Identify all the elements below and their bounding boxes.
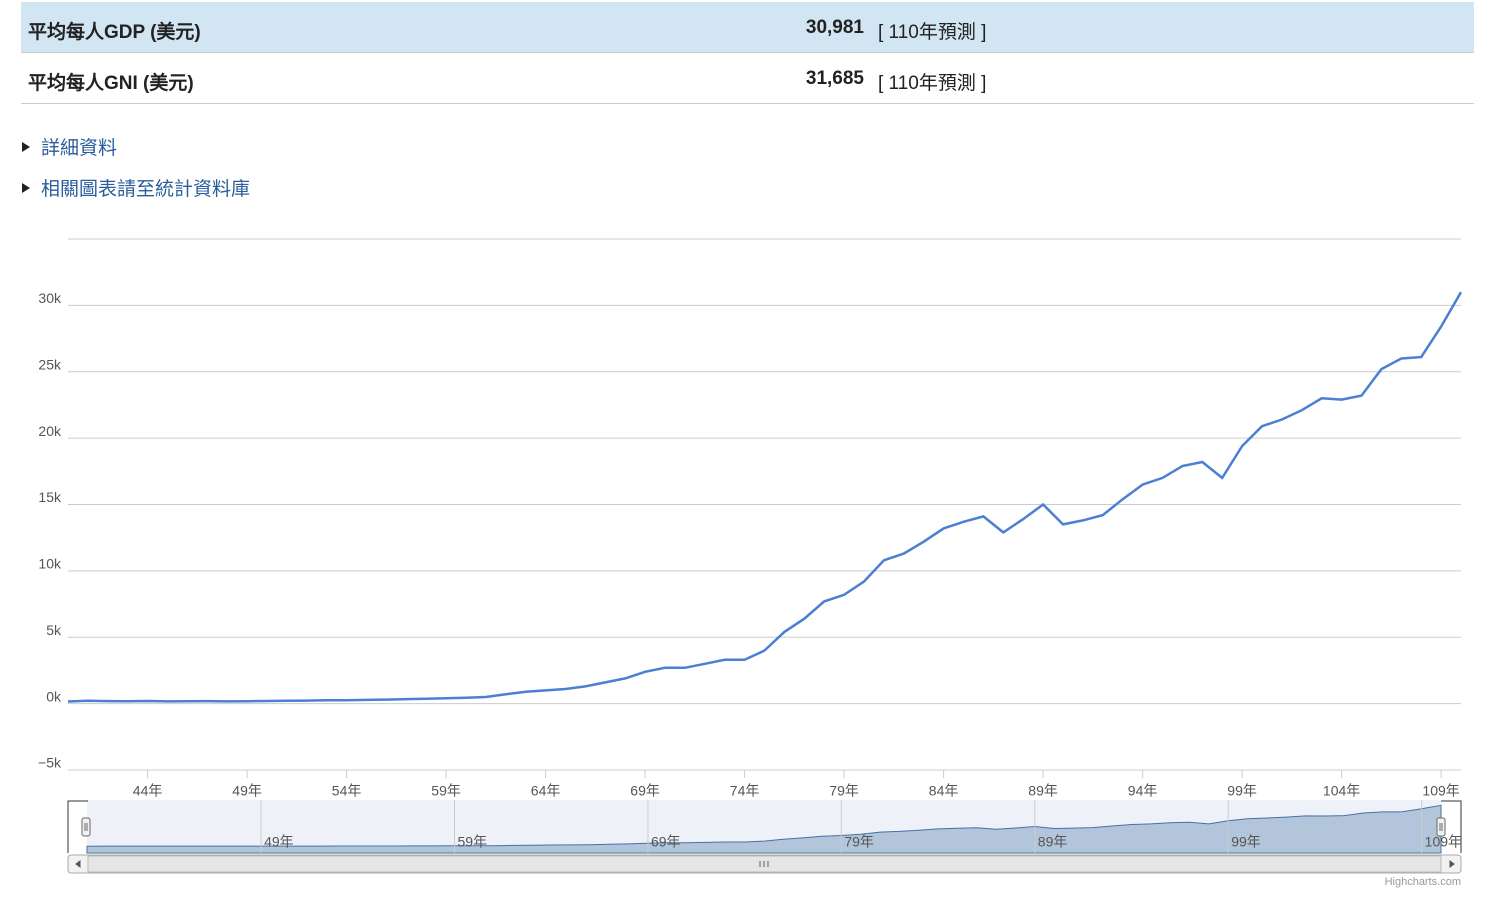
navigator-tick-label: 99年 — [1231, 834, 1261, 850]
x-tick-label: 89年 — [1028, 783, 1058, 799]
y-tick-label: 5k — [46, 622, 62, 638]
x-tick-label: 109年 — [1422, 783, 1459, 799]
x-tick-label: 54年 — [332, 783, 362, 799]
x-tick-label: 49年 — [232, 783, 262, 799]
x-tick-label: 84年 — [929, 783, 959, 799]
navigator-tick-label: 79年 — [844, 834, 874, 850]
x-tick-label: 44年 — [133, 783, 163, 799]
table-row: 平均每人GNI (美元) 31,685 [ 110年預測 ] — [21, 53, 1474, 104]
navigator-tick-label: 69年 — [651, 834, 681, 850]
handle-grip — [1439, 823, 1443, 831]
x-tick-label: 59年 — [431, 783, 461, 799]
row-label: 平均每人GDP (美元) — [28, 22, 201, 43]
navigator-tick-label: 59年 — [458, 834, 488, 850]
y-tick-label: 30k — [38, 290, 62, 306]
x-tick-label: 104年 — [1323, 783, 1360, 799]
table-row: 平均每人GDP (美元) 30,981 [ 110年預測 ] — [21, 2, 1474, 53]
y-tick-label: −5k — [38, 755, 62, 771]
row-value: 31,685 — [805, 68, 864, 89]
link[interactable]: 詳細資料 — [22, 133, 117, 160]
x-tick-label: 69年 — [630, 783, 660, 799]
x-tick-label: 94年 — [1128, 783, 1158, 799]
row-value: 30,981 — [805, 17, 864, 38]
row-label: 平均每人GNI (美元) — [28, 73, 194, 94]
x-tick-label: 64年 — [531, 783, 561, 799]
credits: Highcharts.com — [1385, 876, 1461, 888]
navigator-tick-label: 49年 — [264, 834, 294, 850]
scrollbar-grip — [75, 860, 1455, 868]
x-tick-label: 99年 — [1227, 783, 1257, 799]
x-tick-label: 79年 — [829, 783, 859, 799]
y-tick-label: 25k — [38, 356, 62, 372]
y-tick-label: 10k — [38, 556, 62, 572]
handle-grip — [84, 823, 88, 831]
navigator-tick-label: 109年 — [1425, 834, 1462, 850]
row-note: [ 110年預測 ] — [878, 73, 987, 94]
link[interactable]: 相關圖表請至統計資料庫 — [22, 174, 250, 201]
y-tick-label: 15k — [38, 489, 62, 505]
row-note: [ 110年預測 ] — [878, 22, 987, 43]
y-tick-label: 0k — [46, 688, 62, 704]
navigator-handle[interactable] — [81, 817, 91, 837]
navigator-outline — [67, 800, 1462, 853]
y-tick-label: 20k — [38, 423, 62, 439]
navigator-area — [86, 804, 1442, 854]
navigator-tick-label: 89年 — [1038, 834, 1068, 850]
line — [67, 291, 1463, 703]
x-tick-label: 74年 — [730, 783, 760, 799]
navigator-handle[interactable] — [1436, 817, 1446, 837]
navigator-mask — [87, 800, 1441, 853]
